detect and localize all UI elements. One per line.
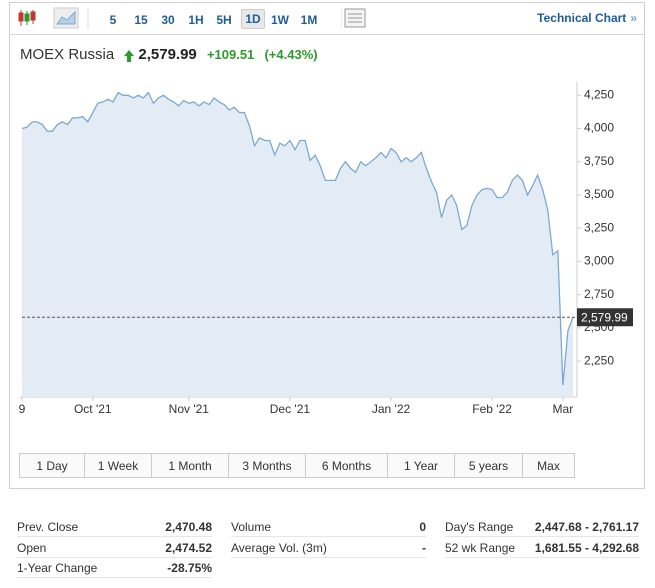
stats-row: Open 2,474.52 <box>17 538 212 558</box>
interval-button[interactable]: 30 <box>161 13 175 27</box>
x-tick-label: Nov '21 <box>169 402 210 416</box>
x-tick-label: Feb '22 <box>472 402 512 416</box>
interval-button[interactable]: 5H <box>216 13 232 27</box>
stat-label: Open <box>17 540 47 555</box>
x-tick-label: Mar <box>553 402 574 416</box>
last-price-tag <box>577 308 633 327</box>
stats-row: 52 wk Range 1,681.55 - 4,292.68 <box>445 538 639 558</box>
interval-button[interactable]: 1M <box>300 13 318 27</box>
price-line <box>21 91 574 386</box>
stats-row: Average Vol. (3m) - <box>231 538 426 558</box>
area-fill <box>22 92 573 397</box>
table-icon[interactable] <box>341 2 371 34</box>
interval-button[interactable]: 5 <box>109 13 117 27</box>
x-tick-label: Jan '22 <box>372 402 411 416</box>
stats-row: 1-Year Change -28.75% <box>17 558 212 578</box>
stat-value: 0 <box>419 520 426 534</box>
y-tick-label: 2,750 <box>584 287 614 301</box>
interval-button[interactable]: 1H <box>188 13 204 27</box>
last-price-label: 2,579.99 <box>581 310 628 324</box>
toolbar: Technical Chart» 5 15 30 1H 5H 1D 1W 1M <box>9 2 645 35</box>
stat-value: - <box>422 540 426 555</box>
y-tick-label: 3,000 <box>584 254 614 268</box>
instrument-name: MOEX Russia <box>20 46 115 63</box>
candlestick-icon[interactable] <box>18 10 36 26</box>
change-percent: (+4.43%) <box>264 47 318 62</box>
y-tick-label: 3,250 <box>584 220 614 234</box>
y-tick-label: 4,250 <box>584 87 614 101</box>
stat-label: Day's Range <box>445 520 514 534</box>
range-buttons: 1 Day 1 Week 1 Month 3 Months 6 Months 1 Year… <box>19 453 575 478</box>
widget-frame <box>9 2 645 489</box>
last-price: 2,579.99 <box>138 46 197 63</box>
y-tick-label: 3,750 <box>584 154 614 168</box>
stats-row: Day's Range 2,447.68 - 2,761.17 <box>445 517 639 537</box>
stat-label: Volume <box>231 520 272 534</box>
range-button[interactable]: 1 Year <box>387 453 455 478</box>
stats-row: Prev. Close 2,470.48 <box>17 517 212 537</box>
technical-chart-link[interactable]: Technical Chart» <box>537 11 637 25</box>
link-text[interactable]: Technical Chart <box>537 11 627 25</box>
stat-value: 2,470.48 <box>165 520 212 534</box>
interval-button[interactable]: 15 <box>134 13 148 27</box>
range-button[interactable]: Max <box>522 453 575 478</box>
x-tick-label: Oct '21 <box>74 402 112 416</box>
stat-label: 1-Year Change <box>17 561 98 575</box>
range-button[interactable]: 1 Month <box>151 453 229 478</box>
stat-value: -28.75% <box>167 561 212 575</box>
range-button[interactable]: 5 years <box>454 453 523 478</box>
area-icon <box>56 10 76 25</box>
stat-label: 52 wk Range <box>445 540 516 555</box>
range-button[interactable]: 1 Week <box>84 453 152 478</box>
range-button[interactable]: 1 Day <box>19 453 85 478</box>
y-tick-label: 3,500 <box>584 187 614 201</box>
change: +109.51 <box>206 47 255 62</box>
stat-value: 1,681.55 - 4,292.68 <box>534 540 639 555</box>
quote-header: MOEX Russia 2,579.99 +109.51 (+4.43%) <box>20 46 318 63</box>
chart: Investing.com2,2502,5002,7503,0003,2503,… <box>19 82 633 416</box>
stat-label: Prev. Close <box>17 520 79 534</box>
interval-button[interactable]: 1W <box>271 13 289 27</box>
range-button[interactable]: 6 Months <box>305 453 388 478</box>
interval-button[interactable]: 1D <box>241 9 265 29</box>
range-button[interactable]: 3 Months <box>228 453 306 478</box>
x-tick-label: Dec '21 <box>270 402 311 416</box>
x-tick-label: 9 <box>19 402 26 416</box>
chart-type-icons <box>18 7 89 29</box>
stat-value: 2,474.52 <box>165 540 212 555</box>
stat-label: Average Vol. (3m) <box>231 540 327 555</box>
stats-row: Volume 0 <box>231 517 426 537</box>
up-arrow <box>124 50 134 62</box>
link-arrow[interactable]: » <box>630 11 637 25</box>
y-tick-label: 4,000 <box>584 121 614 135</box>
stat-value: 2,447.68 - 2,761.17 <box>534 520 639 534</box>
y-tick-label: 2,250 <box>584 353 614 367</box>
